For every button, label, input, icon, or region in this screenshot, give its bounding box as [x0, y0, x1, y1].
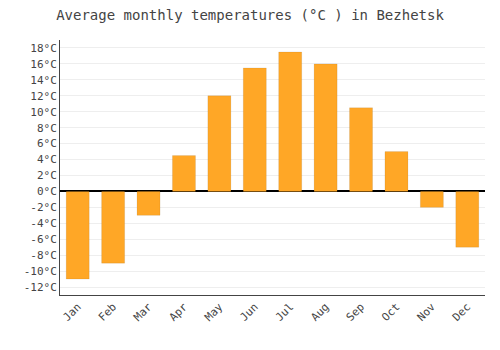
svg-text:Dec: Dec	[450, 301, 473, 324]
svg-text:Feb: Feb	[96, 301, 119, 324]
svg-text:10°C: 10°C	[30, 106, 57, 119]
svg-text:4°C: 4°C	[37, 153, 57, 166]
svg-text:May: May	[202, 300, 226, 324]
svg-text:-10°C: -10°C	[24, 265, 57, 278]
svg-text:Jun: Jun	[238, 301, 261, 324]
svg-text:Jul: Jul	[273, 301, 296, 324]
svg-text:-8°C: -8°C	[30, 249, 57, 262]
svg-text:18°C: 18°C	[30, 42, 57, 55]
svg-text:Average monthly temperatures (: Average monthly temperatures (°C ) in Be…	[56, 7, 444, 23]
svg-text:Sep: Sep	[344, 301, 367, 324]
svg-text:-4°C: -4°C	[30, 217, 57, 230]
svg-text:Aug: Aug	[308, 301, 331, 324]
svg-text:2°C: 2°C	[37, 169, 57, 182]
svg-text:Mar: Mar	[131, 300, 155, 324]
svg-text:6°C: 6°C	[37, 137, 57, 150]
svg-text:Nov: Nov	[415, 300, 439, 324]
svg-text:-6°C: -6°C	[30, 233, 57, 246]
svg-text:12°C: 12°C	[30, 90, 57, 103]
svg-text:-2°C: -2°C	[30, 201, 57, 214]
svg-text:16°C: 16°C	[30, 58, 57, 71]
svg-text:0°C: 0°C	[37, 185, 57, 198]
svg-text:Apr: Apr	[167, 300, 191, 324]
svg-text:Jan: Jan	[60, 301, 83, 324]
svg-text:Oct: Oct	[379, 301, 402, 324]
svg-text:14°C: 14°C	[30, 74, 57, 87]
svg-text:8°C: 8°C	[37, 122, 57, 135]
svg-text:-12°C: -12°C	[24, 281, 57, 294]
